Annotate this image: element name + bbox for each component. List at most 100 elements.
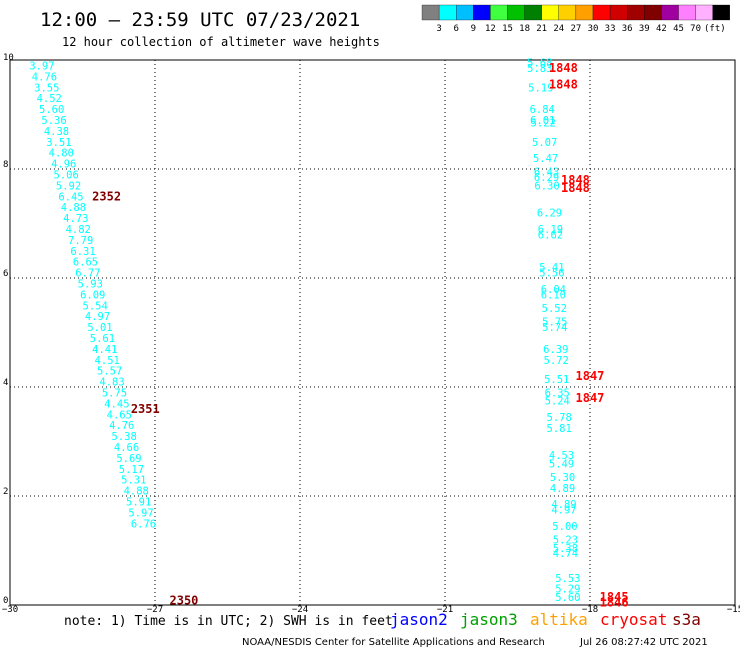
swh-value: 5.07 <box>532 137 557 149</box>
colorbar-label: 36 <box>622 24 633 34</box>
swh-value: 4.66 <box>114 442 139 454</box>
swh-value: 5.75 <box>102 387 127 399</box>
colorbar-swatch <box>644 4 662 21</box>
swh-value: 4.38 <box>44 126 69 138</box>
colorbar-label: 15 <box>502 24 513 34</box>
swh-value: 5.69 <box>116 453 141 465</box>
swh-value: 5.49 <box>549 458 574 470</box>
swh-value: 5.17 <box>119 464 144 476</box>
colorbar-label: 33 <box>605 24 616 34</box>
swh-value: 4.51 <box>95 355 120 367</box>
colorbar-swatch <box>507 4 525 21</box>
colorbar-label: 42 <box>656 24 667 34</box>
colorbar-swatch <box>695 4 713 21</box>
swh-value: 4.88 <box>124 486 149 498</box>
swh-value: 6.09 <box>80 289 105 301</box>
time-label: 1847 <box>576 369 605 383</box>
swh-value: 6.62 <box>538 229 563 241</box>
swh-value: 5.38 <box>553 543 578 555</box>
swh-value: 5.19 <box>528 82 553 94</box>
colorbar-swatch <box>438 4 457 21</box>
swh-value: 5.31 <box>121 475 146 487</box>
colorbar-swatch <box>575 4 594 21</box>
swh-value: 5.78 <box>547 412 572 424</box>
swh-value: 5.74 <box>542 322 567 334</box>
swh-value: 6.30 <box>534 180 559 192</box>
colorbar-swatch <box>421 4 440 21</box>
track-1-values: 3.974.763.554.525.605.364.383.514.804.96… <box>29 60 156 530</box>
colorbar-label: 24 <box>553 24 564 34</box>
time-label: 2351 <box>131 402 160 416</box>
swh-value: 3.97 <box>29 60 54 72</box>
colorbar-swatch <box>627 4 645 21</box>
colorbar-swatch <box>661 4 679 21</box>
satellite-jason3: jason3 <box>460 610 518 629</box>
plot-frame <box>9 59 736 606</box>
swh-value: 4.73 <box>63 213 88 225</box>
swh-value: 5.22 <box>531 118 556 130</box>
swh-value: 5.93 <box>78 278 103 290</box>
time-label: 1847 <box>576 391 605 405</box>
swh-value: 5.60 <box>39 104 64 116</box>
swh-value: 5.00 <box>552 521 577 533</box>
colorbar-label: 30 <box>588 24 599 34</box>
swh-value: 4.89 <box>551 499 576 511</box>
swh-value: 5.23 <box>553 535 578 547</box>
swh-value: 5.75 <box>542 317 567 329</box>
x-tick-label: −30 <box>2 605 18 615</box>
time-label: 2352 <box>92 189 121 203</box>
colorbar-swatch <box>592 4 611 21</box>
x-tick-label: −15 <box>727 605 740 615</box>
swh-value: 5.29 <box>555 584 580 596</box>
swh-value: 6.76 <box>131 518 156 530</box>
satellite-altika: altika <box>530 610 588 629</box>
swh-value: 6.29 <box>537 208 562 220</box>
swh-value: 6.01 <box>530 115 555 127</box>
colorbar-legend: 3 6 9 12 15 18 21 24 27 30 33 36 39 42 45 70 <box>421 4 730 34</box>
swh-value: 5.83 <box>527 63 552 75</box>
colorbar-label: 12 <box>485 24 496 34</box>
swh-value: 5.24 <box>545 396 570 408</box>
swh-value: 4.80 <box>49 148 74 160</box>
swh-value: 5.41 <box>539 262 564 274</box>
y-tick-label: 2 <box>3 487 8 497</box>
swh-value: 4.82 <box>66 224 91 236</box>
y-tick-label: 10 <box>3 53 14 63</box>
chart-subtitle: 12 hour collection of altimeter wave hei… <box>62 35 380 49</box>
colorbar-swatch <box>712 4 730 21</box>
swh-value: 6.39 <box>543 344 568 356</box>
swh-value: 4.97 <box>85 311 110 323</box>
satellite-cryosat: cryosat <box>600 610 667 629</box>
swh-value: 5.56 <box>539 268 564 280</box>
grid-lines <box>10 60 735 605</box>
swh-value: 4.65 <box>107 409 132 421</box>
swh-value: 5.01 <box>87 322 112 334</box>
swh-value: 5.61 <box>90 333 115 345</box>
swh-value: 5.60 <box>555 592 580 604</box>
time-label: 1848 <box>561 181 590 195</box>
swh-value: 3.51 <box>46 137 71 149</box>
swh-value: 4.53 <box>549 450 574 462</box>
time-label: 1848 <box>549 78 578 92</box>
swh-value: 4.89 <box>550 483 575 495</box>
swh-value: 6.45 <box>58 191 83 203</box>
swh-value: 6.65 <box>73 257 98 269</box>
swh-value: 4.83 <box>99 377 124 389</box>
swh-value: 5.81 <box>547 423 572 435</box>
time-label: 2350 <box>170 594 199 608</box>
swh-value: 4.96 <box>51 159 76 171</box>
swh-value: 4.45 <box>104 398 129 410</box>
satellite-legend: jason2 jason3 altika cryosat s3a <box>390 610 701 629</box>
swh-value: 7.79 <box>68 235 93 247</box>
colorbar-swatch <box>524 4 542 21</box>
satellite-jason2: jason2 <box>390 610 448 629</box>
swh-value: 5.47 <box>533 153 558 165</box>
x-axis-ticks: −30 −27 −24 −21 −18 −15 <box>2 605 740 615</box>
y-tick-label: 0 <box>3 596 8 606</box>
swh-value: 5.54 <box>83 300 108 312</box>
swh-value: 5.06 <box>54 169 79 181</box>
colorbar-label: 3 <box>436 24 441 34</box>
swh-value: 4.76 <box>32 71 57 83</box>
chart-title: 12:00 — 23:59 UTC 07/23/2021 <box>40 9 360 31</box>
satellite-s3a: s3a <box>672 610 701 629</box>
